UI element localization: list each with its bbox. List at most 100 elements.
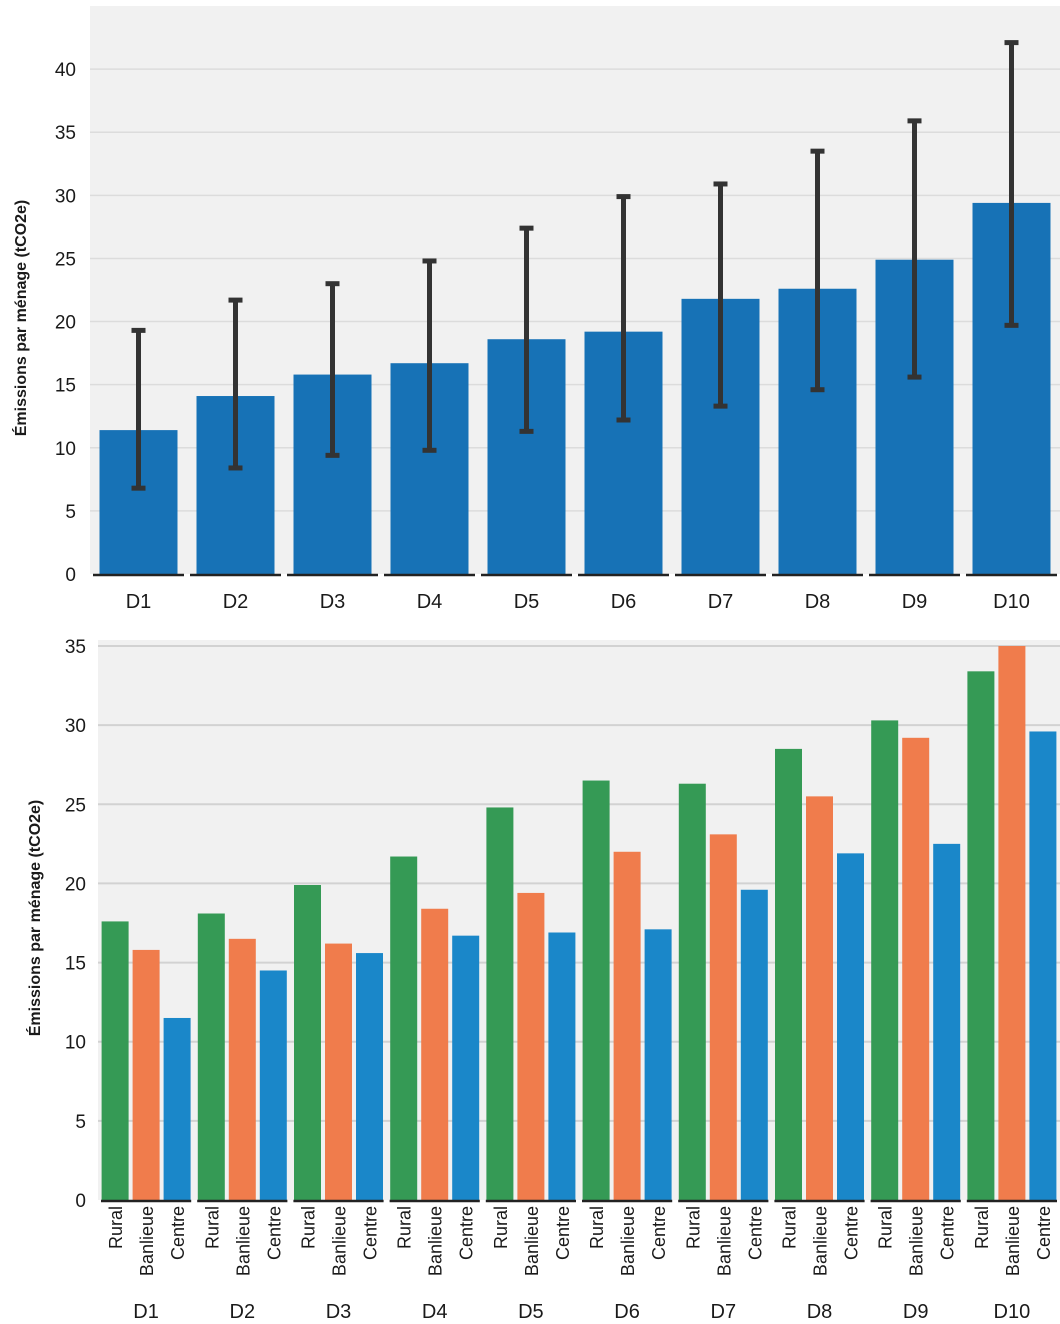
chart-2-subcategory-label: Rural <box>780 1206 800 1249</box>
chart-2-x-tick-label: D5 <box>518 1301 544 1323</box>
chart-2-bar-centre <box>740 889 768 1200</box>
chart-2-x-tick-label: D2 <box>230 1301 256 1323</box>
chart-2-subcategory-label: Centre <box>842 1206 862 1260</box>
chart-2-bar-rural <box>101 921 129 1200</box>
chart-2-bar-rural <box>582 780 610 1200</box>
chart-2-subcategory-label: Rural <box>972 1206 992 1249</box>
chart-2-bar-centre <box>259 970 287 1200</box>
chart-2-bar-centre <box>356 953 383 1200</box>
chart-2-y-tick-label: 35 <box>65 637 86 658</box>
chart-2-x-tick-label: D7 <box>711 1301 737 1323</box>
chart-2-x-tick-label: D9 <box>903 1301 929 1323</box>
chart-1-y-tick-label: 30 <box>55 186 76 207</box>
chart-1-x-tick-label: D2 <box>223 591 249 613</box>
chart-2-subcategory-label: Centre <box>1034 1206 1054 1260</box>
chart-2-y-tick-label: 5 <box>75 1112 86 1133</box>
chart-1-y-tick-label: 5 <box>65 502 76 523</box>
chart-2-subcategory-label: Banlieue <box>714 1206 734 1276</box>
chart-2-bar-banlieue <box>902 737 930 1200</box>
chart-2-subcategory-label: Rural <box>106 1206 126 1249</box>
chart-2-subcategory-label: Centre <box>264 1206 284 1260</box>
chart-2-subcategory-label: Banlieue <box>1003 1206 1023 1276</box>
chart-2-bar-centre <box>644 929 672 1200</box>
chart-1-y-tick-label: 40 <box>55 60 76 81</box>
chart-2-plot-background <box>98 640 1060 1200</box>
chart-1-y-tick-label: 20 <box>55 313 76 334</box>
chart-1-y-axis-label: Émissions par ménage (tCO2e) <box>11 200 30 437</box>
chart-2-bar-rural <box>678 783 706 1200</box>
chart-2-bar-centre <box>837 853 864 1200</box>
chart-2-bar-banlieue <box>709 834 737 1200</box>
chart-2-bar-rural <box>390 856 418 1200</box>
chart-2-bar-banlieue <box>325 943 352 1200</box>
chart-1-x-tick-label: D9 <box>902 591 928 613</box>
chart-2: 0 5 10 15 20 25 30 35 Rural Banlieue Centre Rural B… <box>25 637 1060 1323</box>
chart-2-x-tick-label: D3 <box>326 1301 352 1323</box>
chart-2-bar-centre <box>1029 731 1057 1200</box>
chart-2-y-tick-labels: 0 5 10 15 20 25 30 35 <box>65 637 86 1212</box>
chart-2-subcategory-label: Centre <box>745 1206 765 1260</box>
chart-2-subcategory-label: Centre <box>649 1206 669 1260</box>
chart-2-x-tick-labels: D1 D2 D3 D4 D5 D6 D7 D8 D9 D10 <box>133 1301 1030 1323</box>
chart-2-y-axis-label: Émissions par ménage (tCO2e) <box>25 800 44 1037</box>
chart-2-bar-banlieue <box>998 646 1026 1200</box>
chart-1-x-tick-label: D5 <box>514 591 540 613</box>
chart-2-bar-banlieue <box>421 908 449 1200</box>
chart-2-bar-banlieue <box>517 892 545 1200</box>
chart-2-subcategory-label: Banlieue <box>811 1206 831 1276</box>
chart-1-x-tick-label: D8 <box>805 591 831 613</box>
chart-1-x-tick-label: D6 <box>611 591 637 613</box>
chart-1-x-tick-labels: D1 D2 D3 D4 D5 D6 D7 D8 D9 D10 <box>126 591 1030 613</box>
chart-2-bar-centre <box>163 1017 191 1200</box>
chart-1-y-tick-label: 35 <box>55 123 76 144</box>
chart-2-x-tick-label: D4 <box>422 1301 448 1323</box>
chart-2-y-tick-label: 20 <box>65 874 86 895</box>
chart-2-x-tick-label: D1 <box>133 1301 159 1323</box>
chart-2-bar-rural <box>294 885 321 1200</box>
chart-2-subcategory-label: Banlieue <box>330 1206 350 1276</box>
chart-2-subcategory-label: Centre <box>168 1206 188 1260</box>
chart-2-x-tick-label: D6 <box>614 1301 640 1323</box>
chart-1: 0 5 10 15 20 25 30 35 40 D1 D2 D3 D4 D5 D6 D7 D8 D9 D10 É… <box>11 6 1060 613</box>
chart-1-x-tick-label: D3 <box>320 591 346 613</box>
chart-1-bars <box>99 202 1051 574</box>
chart-1-x-tick-label: D4 <box>417 591 443 613</box>
chart-2-subcategory-labels: Rural Banlieue Centre Rural Banlieue Centre Ru… <box>106 1206 1054 1276</box>
chart-2-subcategory-label: Banlieue <box>137 1206 157 1276</box>
chart-2-bar-banlieue <box>806 796 833 1200</box>
chart-2-bar-centre <box>548 932 576 1200</box>
chart-2-subcategory-label: Banlieue <box>907 1206 927 1276</box>
chart-1-y-tick-labels: 0 5 10 15 20 25 30 35 40 <box>55 60 76 586</box>
chart-2-bar-centre <box>933 843 961 1200</box>
chart-2-bars <box>101 646 1057 1200</box>
chart-2-subcategory-label: Centre <box>938 1206 958 1260</box>
chart-2-subcategory-label: Rural <box>587 1206 607 1249</box>
chart-1-x-tick-label: D7 <box>708 591 734 613</box>
chart-2-subcategory-label: Centre <box>361 1206 381 1260</box>
chart-2-bar-rural <box>197 913 225 1200</box>
chart-2-subcategory-label: Banlieue <box>618 1206 638 1276</box>
chart-1-x-tick-label: D1 <box>126 591 152 613</box>
chart-1-error-bars <box>131 40 1019 491</box>
chart-2-x-tick-label: D10 <box>994 1301 1031 1323</box>
chart-2-y-tick-label: 30 <box>65 716 86 737</box>
chart-2-bar-centre <box>452 935 480 1200</box>
chart-2-y-tick-label: 0 <box>75 1191 86 1212</box>
chart-2-subcategory-label: Banlieue <box>426 1206 446 1276</box>
chart-1-y-tick-label: 15 <box>55 376 76 397</box>
chart-2-subcategory-label: Centre <box>553 1206 573 1260</box>
chart-2-subcategory-label: Rural <box>299 1206 319 1249</box>
chart-2-x-tick-label: D8 <box>807 1301 833 1323</box>
chart-2-bar-banlieue <box>228 938 256 1200</box>
chart-1-y-tick-label: 10 <box>55 439 76 460</box>
chart-2-subcategory-label: Centre <box>457 1206 477 1260</box>
chart-2-subcategory-label: Rural <box>202 1206 222 1249</box>
chart-2-gridlines <box>98 645 1060 1122</box>
chart-2-bar-banlieue <box>132 949 160 1200</box>
chart-2-subcategory-label: Rural <box>876 1206 896 1249</box>
chart-2-y-tick-label: 10 <box>65 1033 86 1054</box>
chart-2-subcategory-label: Banlieue <box>233 1206 253 1276</box>
chart-2-bar-rural <box>967 671 995 1200</box>
chart-2-bar-rural <box>775 748 802 1200</box>
